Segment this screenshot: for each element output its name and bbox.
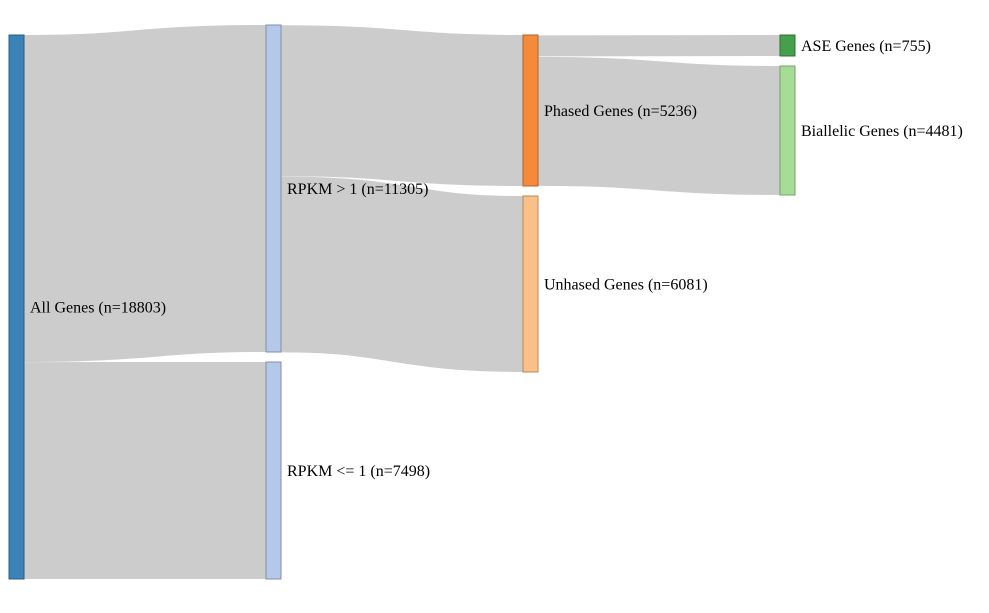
sankey-node-label-unphased: Unhased Genes (n=6081) — [544, 277, 708, 294]
sankey-node-ase — [779, 34, 796, 57]
sankey-link-rpkm_gt1-to-unphased — [280, 176, 524, 372]
sankey-link-rpkm_gt1-to-phased — [280, 25, 524, 186]
sankey-node-rpkm_le1 — [265, 361, 282, 580]
sankey-links — [23, 25, 781, 580]
sankey-node-label-ase: ASE Genes (n=755) — [801, 38, 931, 55]
sankey-labels: All Genes (n=18803) RPKM > 1 (n=11305) RPK… — [30, 38, 963, 480]
sankey-node-biallelic — [779, 65, 796, 196]
sankey-node-label-all: All Genes (n=18803) — [30, 300, 166, 317]
sankey-nodes — [8, 24, 796, 580]
sankey-node-unphased — [522, 195, 539, 373]
sankey-node-rpkm_gt1 — [265, 24, 282, 353]
sankey-node-phased — [522, 34, 539, 187]
sankey-link-all-to-rpkm_gt1 — [23, 25, 267, 363]
sankey-link-phased-to-biallelic — [537, 56, 781, 195]
sankey-node-label-biallelic: Biallelic Genes (n=4481) — [801, 123, 963, 140]
sankey-node-all — [8, 34, 25, 580]
sankey-node-label-rpkm_le1: RPKM <= 1 (n=7498) — [287, 463, 430, 480]
sankey-node-label-rpkm_gt1: RPKM > 1 (n=11305) — [287, 181, 428, 198]
sankey-node-label-phased: Phased Genes (n=5236) — [544, 103, 697, 120]
